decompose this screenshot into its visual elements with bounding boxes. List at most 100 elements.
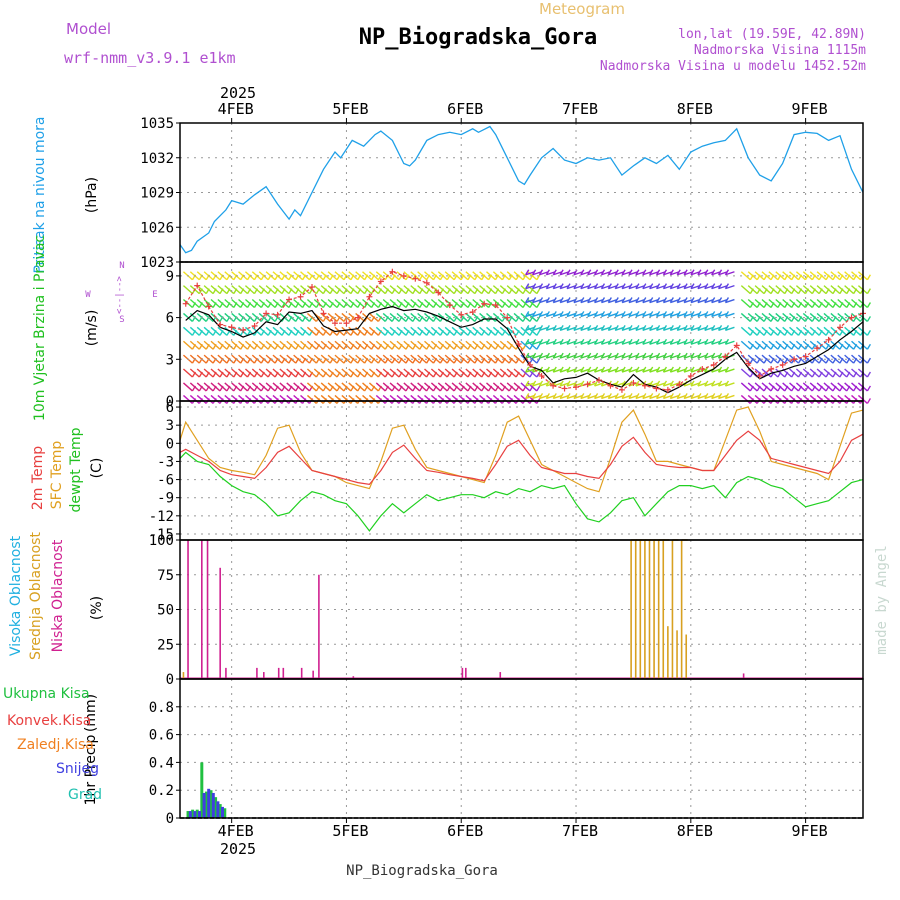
wind-barb bbox=[601, 368, 611, 373]
wind-barb bbox=[525, 368, 535, 373]
wind-barb-flag bbox=[655, 352, 661, 359]
wind-barb bbox=[573, 312, 584, 318]
wind-barb bbox=[608, 394, 618, 400]
wind-barb bbox=[417, 271, 428, 281]
wind-barb bbox=[573, 382, 584, 387]
precip-total-bar bbox=[223, 808, 227, 818]
wind-barb bbox=[499, 382, 510, 392]
bottom-axis-year: 2025 bbox=[220, 840, 256, 858]
wind-barb-flag bbox=[690, 380, 695, 387]
wind-barb bbox=[656, 368, 666, 373]
wind-barb bbox=[362, 326, 372, 336]
wind-barb bbox=[761, 299, 772, 309]
wind-barb-flag bbox=[697, 352, 702, 359]
wind-barb-flag bbox=[655, 380, 661, 387]
wind-barb-flag bbox=[545, 380, 550, 387]
wind-barb bbox=[217, 326, 228, 336]
wind-barb bbox=[375, 368, 386, 378]
wind-barb bbox=[711, 354, 721, 359]
wind-barb bbox=[823, 271, 834, 281]
wind-barb bbox=[382, 285, 393, 295]
wind-barb bbox=[368, 354, 379, 364]
precip-legend: Ukupna Kisa Konvek.Kisa Zaledj.Kisa Snij… bbox=[3, 686, 102, 803]
wind-barb bbox=[279, 354, 290, 364]
wind-barb bbox=[690, 340, 701, 345]
wind-barb bbox=[635, 394, 646, 400]
wind-barb-flag bbox=[724, 338, 730, 345]
wind-barb bbox=[670, 340, 680, 345]
wind-barb-flag bbox=[683, 324, 688, 331]
wind-barb-flag bbox=[669, 324, 674, 331]
wind-barb bbox=[327, 299, 338, 309]
wind-barb bbox=[486, 312, 496, 322]
wind-barb bbox=[837, 394, 848, 404]
wind-barb bbox=[539, 298, 549, 304]
wind-barb bbox=[492, 368, 503, 378]
footer-station: NP_Biogradska_Gora bbox=[346, 863, 498, 879]
wind-barb bbox=[389, 382, 400, 392]
wind-barb bbox=[327, 354, 338, 364]
wind-key-s: S bbox=[119, 315, 124, 325]
wind-barb-flag bbox=[559, 324, 564, 331]
wind-barb bbox=[182, 382, 193, 392]
wind-barb-flag bbox=[711, 297, 716, 303]
wind-barb-flag bbox=[600, 324, 606, 331]
wind-barb bbox=[231, 394, 242, 404]
wind-barb-flag bbox=[866, 343, 872, 350]
wind-barb-flag bbox=[866, 398, 872, 404]
wind-barb bbox=[355, 394, 366, 404]
top-tick-label: 4FEB bbox=[218, 100, 254, 118]
wind-barb-flag bbox=[587, 366, 592, 373]
cloud-bars bbox=[180, 539, 863, 679]
wind-barb-flag bbox=[711, 338, 716, 345]
wind-barb bbox=[437, 382, 448, 392]
wind-barb bbox=[479, 394, 490, 404]
wind-barb bbox=[286, 354, 297, 364]
wind-barb bbox=[816, 299, 827, 309]
precip-snow-bar bbox=[198, 811, 202, 818]
wind-barb bbox=[525, 271, 535, 276]
credit-label: made by Angel bbox=[874, 545, 890, 655]
wind-barb bbox=[217, 394, 228, 404]
wind-barb bbox=[718, 382, 728, 387]
wind-barb bbox=[341, 394, 352, 404]
wind-barb bbox=[410, 394, 421, 404]
wind-barb-flag bbox=[683, 366, 688, 373]
wind-barb-flag bbox=[662, 338, 668, 345]
wind-barb bbox=[782, 382, 793, 392]
wind-barb bbox=[789, 326, 799, 336]
wind-barb-flag bbox=[690, 311, 695, 317]
wind-barb bbox=[513, 354, 524, 364]
wind-barb-flag bbox=[566, 297, 571, 303]
wind-barb bbox=[300, 340, 310, 350]
wind-barb bbox=[258, 382, 269, 392]
wind-barb-flag bbox=[525, 269, 530, 276]
wind-barb bbox=[182, 326, 193, 336]
wind-barb bbox=[718, 271, 728, 276]
wind-barb bbox=[747, 312, 758, 322]
wind-gust-markers bbox=[182, 268, 866, 393]
wind-barb bbox=[761, 326, 772, 336]
wind-barb-flag bbox=[593, 324, 599, 331]
wind-barb bbox=[768, 271, 779, 281]
wind-barb bbox=[601, 354, 611, 359]
wind-barb bbox=[499, 326, 510, 336]
wind-barb bbox=[697, 326, 708, 331]
wind-barb bbox=[486, 271, 496, 281]
wind-barb bbox=[775, 394, 786, 404]
wind-barb bbox=[362, 368, 372, 378]
wind-barb bbox=[375, 312, 386, 322]
wind-barb-flag bbox=[600, 366, 606, 373]
wind-barb bbox=[718, 368, 728, 373]
wind-barb-flag bbox=[683, 352, 688, 359]
wind-barb-flag bbox=[607, 338, 612, 345]
wind-barb bbox=[368, 299, 379, 309]
wind-barb bbox=[472, 326, 483, 336]
wind-barb bbox=[430, 394, 441, 404]
wind-barb bbox=[451, 382, 462, 392]
wind-barb bbox=[580, 312, 591, 318]
wind-barb bbox=[279, 326, 290, 336]
wind-barb bbox=[506, 285, 517, 295]
wind-barb bbox=[513, 271, 524, 281]
wind-barb bbox=[559, 340, 570, 345]
